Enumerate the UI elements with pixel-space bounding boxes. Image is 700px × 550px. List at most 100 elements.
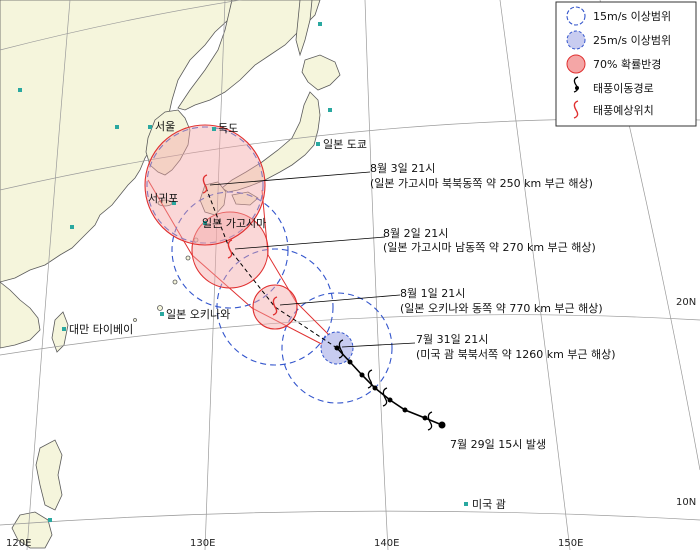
lat-label-20n: 20N [676,297,696,308]
place-label-seogwipo: 서귀포 [148,192,178,205]
philippine-islands [11,511,53,549]
meridian-140e [364,0,389,550]
track-point [347,359,353,365]
place-label-taipei: 대만 타이베이 [69,323,133,336]
hokkaido-island [301,54,341,91]
wind15-radius-0802 [171,191,289,309]
typhoon-red-icon [272,296,278,316]
dashed-circle-icon [566,6,586,26]
taiwan-island [51,311,69,353]
marker-tokyo [316,142,320,146]
mainland-asia [0,0,233,283]
envelope-right-edge [261,189,338,344]
leader-0803 [209,171,371,186]
forecast-detail-0803: (일본 가고시마 북북동쪽 약 250 km 부근 해상) [370,176,593,190]
red-circle-icon [566,54,586,74]
forecast-detail-0802: (일본 가고시마 남동쪽 약 270 km 부근 해상) [383,240,596,254]
wind15-radius-0803 [146,126,264,244]
track-point [359,372,365,378]
leader-0801 [279,294,401,306]
forecast-detail-0731: (미국 괌 북북서쪽 약 1260 km 부근 해상) [416,347,616,361]
track-point-genesis [438,421,446,429]
land-layer [0,0,341,549]
forecast-envelope [147,179,338,353]
meridian-120e [26,0,71,550]
parallel-40n [0,0,243,51]
wind15-radius-0731 [281,292,393,404]
place-label-kagoshima: 일본 가고시마 [202,216,266,230]
track-point [422,415,428,421]
place-label-guam: 미국 괌 [472,498,506,511]
typhoon-black-icon [367,369,373,389]
forecast-position-symbols [202,174,278,316]
marker-seogwipo [172,201,176,205]
typhoon-red-icon [227,239,233,259]
legend-label-forecast: 태풍예상위치 [593,104,654,117]
place-label-seoul: 서울 [155,120,175,133]
marker-dokdo [212,127,216,131]
wind15-radii [146,126,393,404]
lon-label-120e: 120E [6,538,31,549]
typhoon-black-icon [338,339,344,359]
blue-circle-icon [566,30,586,50]
typhoon-black-icon [427,411,433,431]
marker-kagoshima [203,221,207,225]
past-track-line [336,347,443,426]
typhoon-black-icon [573,76,579,93]
marker-city [18,88,22,92]
south-china-coast [0,281,41,349]
place-label-okinawa: 일본 오키나와 [166,307,230,321]
forecast-detail-0801: (일본 오키나와 동쪽 약 770 km 부근 해상) [400,301,603,315]
legend: 15m/s 이상범위 25m/s 이상범위 70% 확률반경 태풍이동경로 태풍… [555,1,697,127]
track-point [387,397,393,403]
marker-city [48,518,52,522]
marker-seoul [148,125,152,129]
lon-label-140e: 140E [374,538,399,549]
forecast-time-0801: 8월 1일 21시 [400,286,465,300]
honshu-island [221,91,321,193]
legend-label-track: 태풍이동경로 [593,82,654,95]
typhoon-black-icon [382,387,388,407]
lat-label-10n: 10N [676,497,696,508]
leader-0731 [341,342,416,348]
forecast-time-0802: 8월 2일 21시 [383,226,448,240]
forecast-track-line [204,184,338,349]
parallel-10n [0,510,700,526]
city-markers [18,22,468,522]
marker-city [70,225,74,229]
genesis-label: 7월 29일 15시 발생 [450,437,546,451]
lon-label-130e: 130E [190,538,215,549]
typhoon-red-icon [202,174,208,194]
marker-city [328,108,332,112]
lon-label-150e: 150E [558,538,583,549]
typhoon-red-icon [573,100,579,119]
annotation-leaders [209,171,416,348]
shikoku-island [231,191,259,206]
marker-okinawa [160,312,164,316]
meridian-150e [499,0,571,550]
parallel-20n [0,314,700,356]
legend-label-wind25: 25m/s 이상범위 [593,34,671,47]
forecast-time-0803: 8월 3일 21시 [370,161,435,175]
luzon-island [35,439,63,511]
legend-label-wind15: 15m/s 이상범위 [593,10,671,23]
past-track-points [334,345,446,429]
past-track-typhoon-symbols [338,339,433,431]
marker-taipei [62,327,66,331]
track-point [372,385,378,391]
envelope-left-edge [147,179,338,353]
ryukyu-islet-2 [185,255,191,261]
okinawa-islet [157,305,163,311]
place-label-dokdo: 독도 [218,122,238,135]
place-label-tokyo: 일본 도쿄 [323,137,367,151]
sakhalin-island [295,0,313,57]
marker-guam [464,502,468,506]
marker-city [115,125,119,129]
ryukyu-islet-4 [133,318,137,322]
legend-label-prob70: 70% 확률반경 [593,58,661,71]
marker-city [318,22,322,26]
track-point [402,407,408,413]
